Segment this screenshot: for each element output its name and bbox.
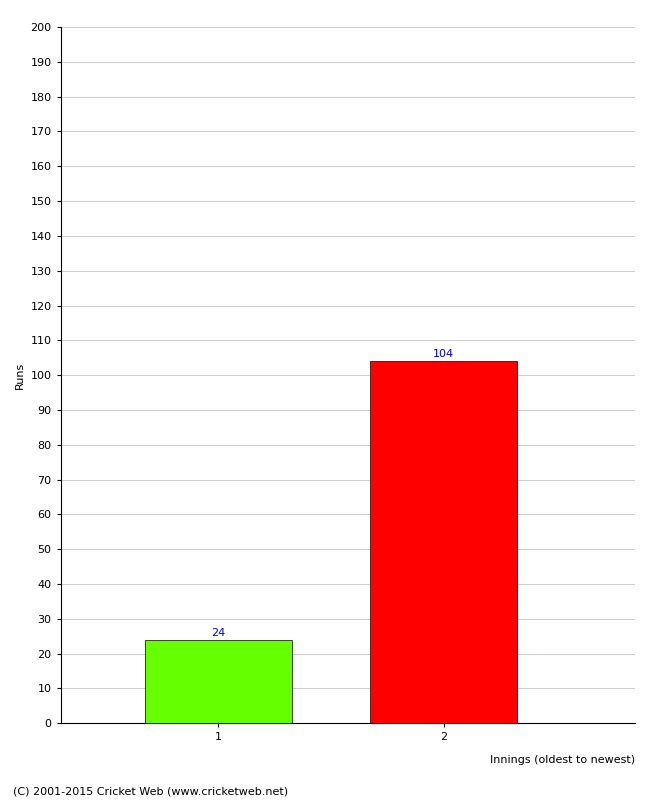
Text: 24: 24 [211,628,226,638]
Bar [145,640,292,723]
Text: 104: 104 [433,350,454,359]
Bar [370,362,517,723]
Y-axis label: Runs: Runs [15,362,25,389]
Text: Innings (oldest to newest): Innings (oldest to newest) [490,754,635,765]
Text: (C) 2001-2015 Cricket Web (www.cricketweb.net): (C) 2001-2015 Cricket Web (www.cricketwe… [13,786,288,796]
